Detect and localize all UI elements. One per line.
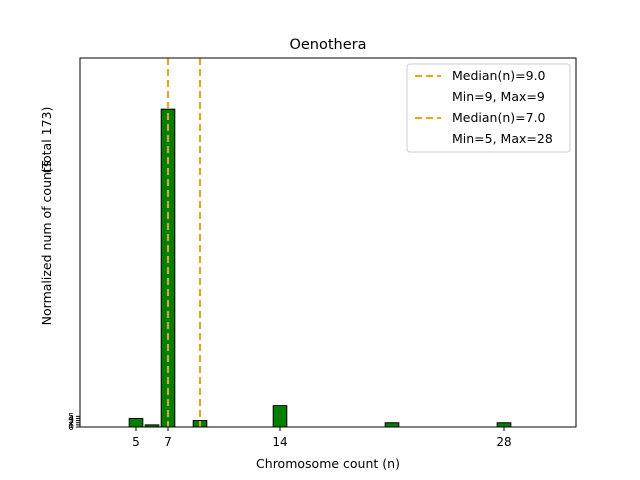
- legend-median-label: Median(n)=7.0: [452, 110, 546, 125]
- x-tick-label: 28: [496, 435, 511, 449]
- bars: [128, 108, 512, 428]
- median-lines: [167, 58, 201, 427]
- bar-n-5: [128, 417, 144, 428]
- legend: Median(n)=9.0 Min=9, Max=9 Median(n)=7.0 Mi…: [406, 63, 571, 153]
- y-tick-label: 2: [68, 419, 74, 429]
- bar-n-14: [272, 405, 288, 428]
- y-axis-total-note: (Total 173): [39, 107, 54, 174]
- y-tick-label: 0: [68, 423, 74, 433]
- legend-median-label: Median(n)=9.0: [452, 68, 546, 83]
- y-tick-label: 4: [68, 414, 74, 424]
- plot-frame: [79, 57, 577, 428]
- y-axis-label: Normalized num of counts: [39, 161, 54, 326]
- x-axis-label: Chromosome count (n): [256, 456, 400, 471]
- legend-frame: [406, 63, 571, 153]
- bar-n-28: [496, 422, 512, 428]
- chart-title: Oenothera: [289, 37, 366, 53]
- y-tick-label: 1: [68, 421, 74, 431]
- legend-range-label: Min=9, Max=9: [452, 89, 545, 104]
- x-tick-label: 7: [164, 435, 172, 449]
- x-tick-label: 14: [272, 435, 287, 449]
- y-tick-label: 3: [68, 417, 74, 427]
- y-tick-label: 5: [68, 412, 74, 422]
- bar-n-21: [384, 422, 400, 428]
- x-axis-ticks: 5 7 14 28: [132, 427, 512, 449]
- legend-range-label: Min=5, Max=28: [452, 131, 553, 146]
- x-tick-label: 5: [132, 435, 140, 449]
